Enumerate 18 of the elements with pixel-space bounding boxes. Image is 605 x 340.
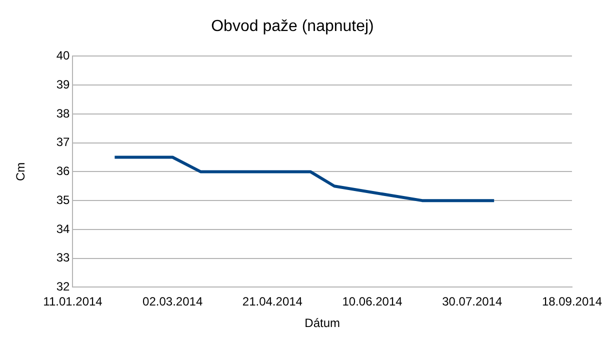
y-tick-label: 36: [56, 164, 70, 178]
x-tick-label: 02.03.2014: [142, 294, 203, 309]
y-tick-label: 38: [56, 106, 70, 120]
y-tick-label: 34: [56, 222, 70, 236]
y-axis-title: Cm: [14, 162, 28, 182]
x-tick-label: 30.07.2014: [442, 294, 502, 309]
x-tick-label: 11.01.2014: [43, 294, 103, 309]
y-tick-label: 40: [56, 48, 70, 63]
y-tick-label: 32: [56, 280, 70, 294]
y-tick-label: 39: [56, 77, 70, 92]
x-axis-title: Dátum: [304, 316, 340, 330]
y-tick-label: 37: [56, 135, 70, 150]
x-tick-label: 21.04.2014: [242, 294, 303, 309]
y-tick-label: 33: [56, 250, 70, 265]
x-tick-label: 10.06.2014: [342, 294, 403, 309]
chart-title: Obvod paže (napnutej): [211, 18, 374, 36]
y-tick-label: 35: [56, 192, 70, 207]
x-tick-label: 18.09.2014: [542, 294, 602, 309]
